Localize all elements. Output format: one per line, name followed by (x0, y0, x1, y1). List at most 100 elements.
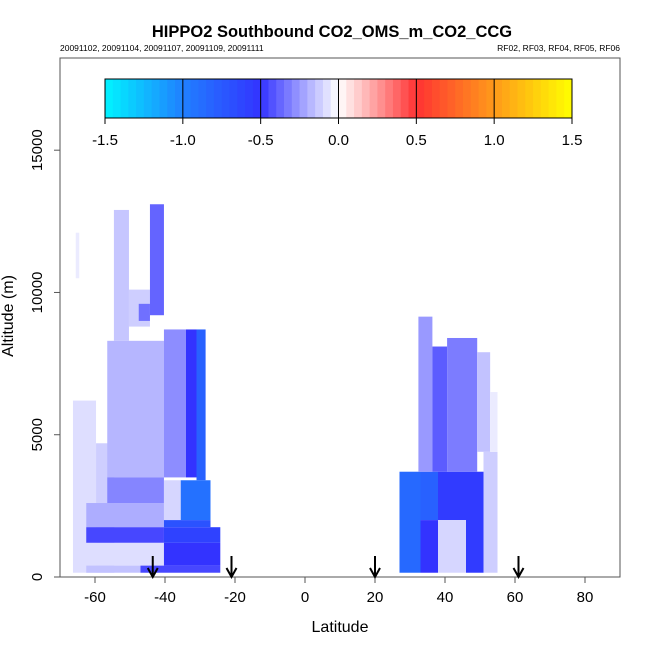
colorbar-segment (470, 79, 480, 118)
colorbar-segment (105, 79, 114, 118)
colorbar-segment (252, 79, 262, 118)
x-tick-label: 60 (507, 589, 524, 606)
heatmap-cell (418, 316, 433, 472)
heatmap-cell (196, 329, 206, 481)
colorbar-segment (439, 79, 448, 118)
heatmap-cell (86, 542, 164, 566)
colorbar-segment (315, 79, 324, 118)
colorbar-segment (206, 79, 215, 118)
x-tick-label: -20 (224, 589, 246, 606)
colorbar-segment (237, 79, 246, 118)
heatmap-cell (163, 527, 221, 543)
colorbar-segment (408, 79, 417, 118)
heatmap-cell (477, 352, 491, 452)
colorbar-segment (486, 79, 495, 118)
colorbar-segment (416, 79, 425, 118)
heatmap-cell (149, 204, 164, 316)
x-tick-label: 0 (301, 589, 309, 606)
colorbar-segment (369, 79, 378, 118)
colorbar-tick-label: 0.5 (406, 132, 427, 149)
heatmap-cell (438, 471, 466, 521)
heatmap-cell (163, 329, 186, 478)
colorbar-segment (322, 79, 332, 118)
colorbar-segment (221, 79, 231, 118)
x-tick-label: 80 (577, 589, 594, 606)
colorbar-segment (112, 79, 122, 118)
down-arrow-icon (369, 556, 381, 580)
colorbar-segment (284, 79, 293, 118)
heatmap-cell (163, 520, 211, 528)
colorbar-segment (213, 79, 223, 118)
axes: -60 -40 -20 0 20 40 60 80 0 5000 10000 15000 (29, 129, 593, 606)
colorbar: -1.5 -1.0 -0.5 0.0 0.5 1.0 1.5 (92, 78, 583, 149)
colorbar-segment (447, 79, 456, 118)
y-tick-label: 0 (29, 573, 46, 581)
y-tick-label: 15000 (29, 129, 46, 171)
colorbar-segment (268, 79, 277, 118)
colorbar-segment (525, 79, 534, 118)
colorbar-segment (509, 79, 519, 118)
colorbar-tick-label: -1.0 (170, 132, 196, 149)
colorbar-segment (120, 79, 129, 118)
x-tick-label: 20 (367, 589, 384, 606)
colorbar-segment (136, 79, 145, 118)
colorbar-segment (182, 79, 192, 118)
heatmap-cell (86, 565, 141, 573)
colorbar-segment (501, 79, 511, 118)
heatmap-cell (140, 565, 221, 573)
heatmap-cell (86, 503, 164, 528)
heatmap-cell (438, 520, 466, 573)
y-tick-label: 10000 (29, 272, 46, 314)
colorbar-segment (128, 79, 137, 118)
colorbar-segment (260, 79, 269, 118)
colorbar-segment (190, 79, 199, 118)
heatmap-cell (186, 329, 197, 478)
colorbar-segment (431, 79, 441, 118)
colorbar-segment (276, 79, 285, 118)
chart-subtitle-left: 20091102, 20091104, 20091107, 20091109, … (60, 43, 264, 53)
colorbar-tick-label: -0.5 (248, 132, 274, 149)
colorbar-tick-label: 1.0 (484, 132, 505, 149)
heatmap-cell (447, 337, 478, 472)
colorbar-segment (455, 79, 464, 118)
colorbar-segment (167, 79, 176, 118)
heatmap-cell (483, 451, 498, 573)
heatmap-cell (75, 232, 80, 279)
down-arrow-icon (225, 556, 238, 580)
colorbar-segment (198, 79, 207, 118)
colorbar-segment (175, 79, 184, 118)
colorbar-segment (463, 79, 472, 118)
colorbar-segment (424, 79, 433, 118)
heatmap-cell (86, 527, 164, 543)
colorbar-segment (245, 79, 254, 118)
colorbar-segment (307, 79, 316, 118)
x-tick-label: 40 (437, 589, 454, 606)
heatmap-cell (107, 477, 164, 504)
colorbar-segment (151, 79, 160, 118)
colorbar-segment (478, 79, 487, 118)
heatmap-cell (490, 392, 498, 452)
heatmap-cell (420, 520, 438, 573)
down-arrow-icon (146, 556, 159, 580)
colorbar-segment (291, 79, 301, 118)
colorbar-tick-label: 1.5 (562, 132, 583, 149)
colorbar-segment (400, 79, 410, 118)
y-axis-label: Altitude (m) (0, 275, 17, 357)
colorbar-segment (540, 79, 550, 118)
heatmap-cell (107, 340, 164, 478)
colorbar-segment (354, 79, 363, 118)
colorbar-segment (556, 79, 565, 118)
colorbar-tick-label: 0.0 (328, 132, 349, 149)
heatmap-cell (180, 480, 211, 521)
heatmap-cell (163, 480, 181, 521)
heatmap-cell (420, 471, 438, 521)
x-axis-label: Latitude (312, 619, 369, 636)
colorbar-segment (377, 79, 386, 118)
colorbar-segment (361, 79, 371, 118)
colorbar-segment (143, 79, 153, 118)
colorbar-segment (533, 79, 542, 118)
colorbar-segment (385, 79, 394, 118)
colorbar-segment (159, 79, 168, 118)
colorbar-segment (229, 79, 238, 118)
